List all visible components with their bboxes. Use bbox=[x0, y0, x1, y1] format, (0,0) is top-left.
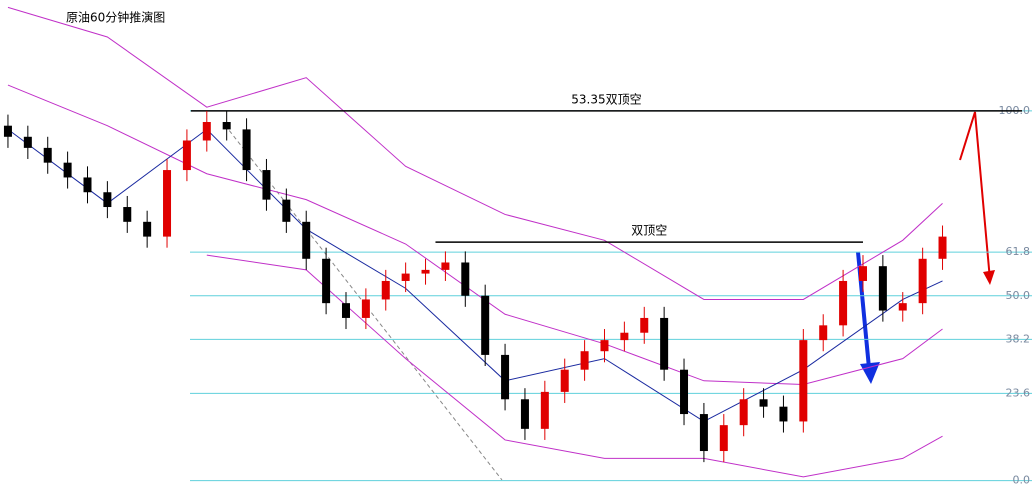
candle-body bbox=[858, 266, 867, 281]
candle-body bbox=[580, 351, 589, 370]
candle-body bbox=[202, 122, 211, 141]
candle-body bbox=[63, 162, 72, 178]
y-tick-label: 23.6 bbox=[1006, 386, 1031, 399]
candle-body bbox=[600, 340, 609, 352]
red-arrow bbox=[959, 111, 991, 281]
candle-body bbox=[560, 369, 569, 392]
candle-body bbox=[501, 354, 510, 400]
annotation-label: 双顶空 bbox=[631, 224, 667, 238]
chart-title: 原油60分钟推演图 bbox=[66, 10, 165, 25]
candle-body bbox=[839, 280, 848, 326]
candle-body bbox=[83, 177, 92, 193]
candle-body bbox=[163, 170, 172, 237]
candle-body bbox=[620, 332, 629, 341]
candle-body bbox=[759, 399, 768, 407]
candle-body bbox=[242, 129, 251, 171]
indicator-line bbox=[7, 6, 943, 300]
candle-body bbox=[918, 258, 927, 304]
candle-body bbox=[779, 406, 788, 422]
candle-body bbox=[262, 170, 271, 200]
candle-body bbox=[123, 207, 132, 222]
candle-body bbox=[481, 295, 490, 355]
y-tick-label: 50.0 bbox=[1006, 289, 1031, 302]
y-tick-label: 61.8 bbox=[1006, 245, 1031, 258]
candle-body bbox=[819, 325, 828, 341]
candle-body bbox=[43, 147, 52, 163]
candle-body bbox=[938, 236, 947, 259]
y-tick-label: 38.2 bbox=[1006, 332, 1031, 345]
candle-body bbox=[739, 399, 748, 426]
candle-body bbox=[660, 317, 669, 370]
indicator-line bbox=[7, 84, 943, 385]
candle-body bbox=[361, 299, 370, 318]
candle-body bbox=[103, 192, 112, 208]
candle-body bbox=[540, 391, 549, 429]
candle-body bbox=[341, 303, 350, 318]
candle-body bbox=[680, 369, 689, 415]
blue-arrow-head bbox=[860, 362, 880, 384]
annotation-label: 53.35双顶空 bbox=[571, 92, 641, 106]
y-tick-label: 0.0 bbox=[1013, 474, 1031, 487]
candle-body bbox=[182, 140, 191, 171]
candle-body bbox=[461, 262, 470, 296]
red-arrow-head bbox=[983, 270, 995, 285]
candle-body bbox=[3, 125, 12, 137]
candle-body bbox=[640, 317, 649, 333]
candle-body bbox=[282, 199, 291, 222]
candle-body bbox=[23, 136, 32, 148]
candle-body bbox=[302, 221, 311, 259]
candle-body bbox=[898, 303, 907, 311]
candle-body bbox=[799, 340, 808, 422]
candle-body bbox=[441, 262, 450, 270]
candle-body bbox=[322, 258, 331, 304]
indicator-line bbox=[206, 254, 943, 478]
candle-body bbox=[719, 425, 728, 452]
candle-body bbox=[381, 280, 390, 300]
candle-body bbox=[699, 414, 708, 452]
candle-body bbox=[878, 266, 887, 311]
candle-body bbox=[421, 269, 430, 274]
candle-body bbox=[520, 399, 529, 429]
candle-body bbox=[222, 122, 231, 130]
candle-body bbox=[401, 273, 410, 281]
candle-body bbox=[143, 221, 152, 237]
